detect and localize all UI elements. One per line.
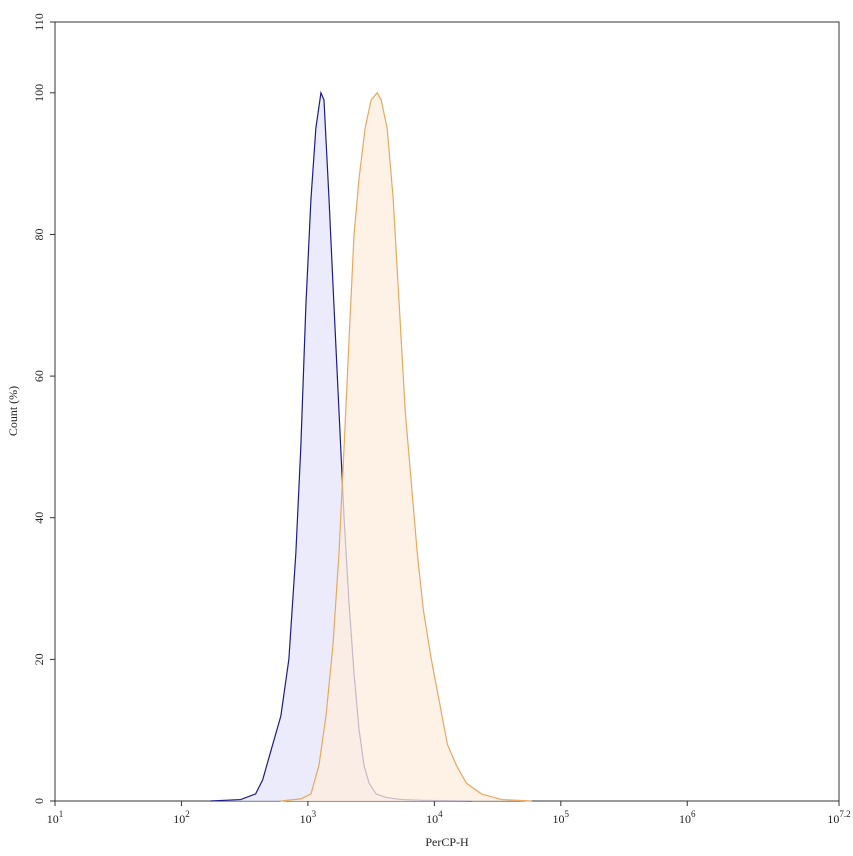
x-tick-exponent: 5	[565, 809, 570, 819]
x-tick-exponent: 2	[185, 809, 190, 819]
x-axis-label: PerCP-H	[425, 835, 469, 849]
x-tick-base: 10	[47, 812, 59, 826]
y-axis-label: Count (%)	[6, 386, 20, 436]
x-tick-label: 107.2	[827, 809, 850, 826]
x-tick-label: 106	[679, 809, 696, 826]
x-tick-label: 105	[553, 809, 570, 826]
x-tick-label: 104	[426, 809, 443, 826]
y-tick-label: 0	[32, 798, 46, 804]
y-tick-label: 110	[32, 13, 46, 31]
y-tick-label: 100	[32, 84, 46, 102]
x-tick-base: 10	[827, 812, 839, 826]
x-tick-label: 103	[300, 809, 317, 826]
x-tick-exponent: 4	[438, 809, 443, 819]
x-tick-exponent: 6	[691, 809, 696, 819]
x-tick-base: 10	[426, 812, 438, 826]
plot-frame	[54, 21, 840, 802]
x-tick-exponent: 1	[59, 809, 64, 819]
y-tick-label: 40	[32, 512, 46, 524]
x-tick-label: 101	[47, 809, 64, 826]
x-tick-exponent: 7.2	[839, 809, 850, 819]
histogram-curve	[280, 91, 532, 802]
x-tick-base: 10	[679, 812, 691, 826]
x-tick-base: 10	[173, 812, 185, 826]
y-tick-label: 80	[32, 228, 46, 240]
x-tick-exponent: 3	[312, 809, 317, 819]
y-tick-label: 60	[32, 370, 46, 382]
y-tick-label: 20	[32, 653, 46, 665]
x-tick-base: 10	[553, 812, 565, 826]
x-tick-label: 102	[173, 809, 190, 826]
x-tick-base: 10	[300, 812, 312, 826]
